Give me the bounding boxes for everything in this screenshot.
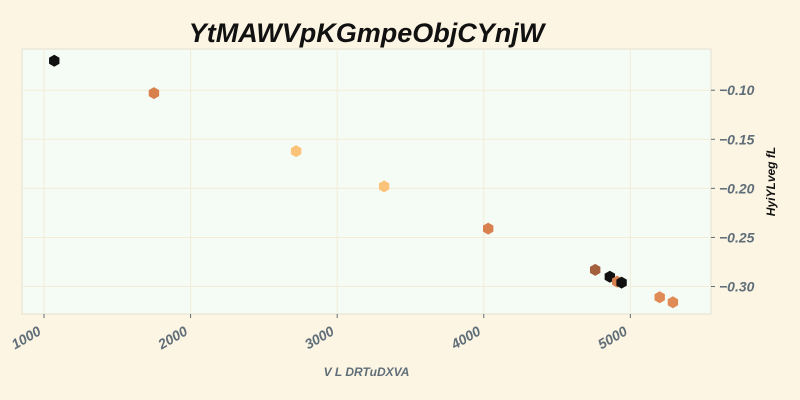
y-tick-label: −0.10: [719, 82, 755, 98]
y-axis-label: HyiYLveg fL: [764, 147, 778, 216]
grid-layer: [22, 49, 711, 314]
y-tick-label: −0.30: [719, 279, 755, 295]
y-tick-label: −0.20: [719, 180, 755, 196]
scatter-point: [667, 296, 679, 309]
y-tick-label: −0.25: [719, 229, 755, 245]
scatter-point: [148, 87, 160, 100]
scatter-point: [290, 145, 302, 158]
chart-title: YtMAWVpKGmpeObjCYnjW: [189, 18, 547, 48]
scatter-point: [482, 222, 494, 235]
scatter-point: [616, 276, 627, 289]
scatter-point: [589, 263, 601, 276]
x-axis-label: V L DRTuDXVA: [324, 365, 410, 379]
y-tick-label: −0.15: [719, 131, 755, 147]
points-layer: [49, 54, 679, 309]
scatter-point: [49, 54, 60, 67]
scatter-point: [378, 180, 390, 193]
scatter-point: [654, 291, 665, 304]
